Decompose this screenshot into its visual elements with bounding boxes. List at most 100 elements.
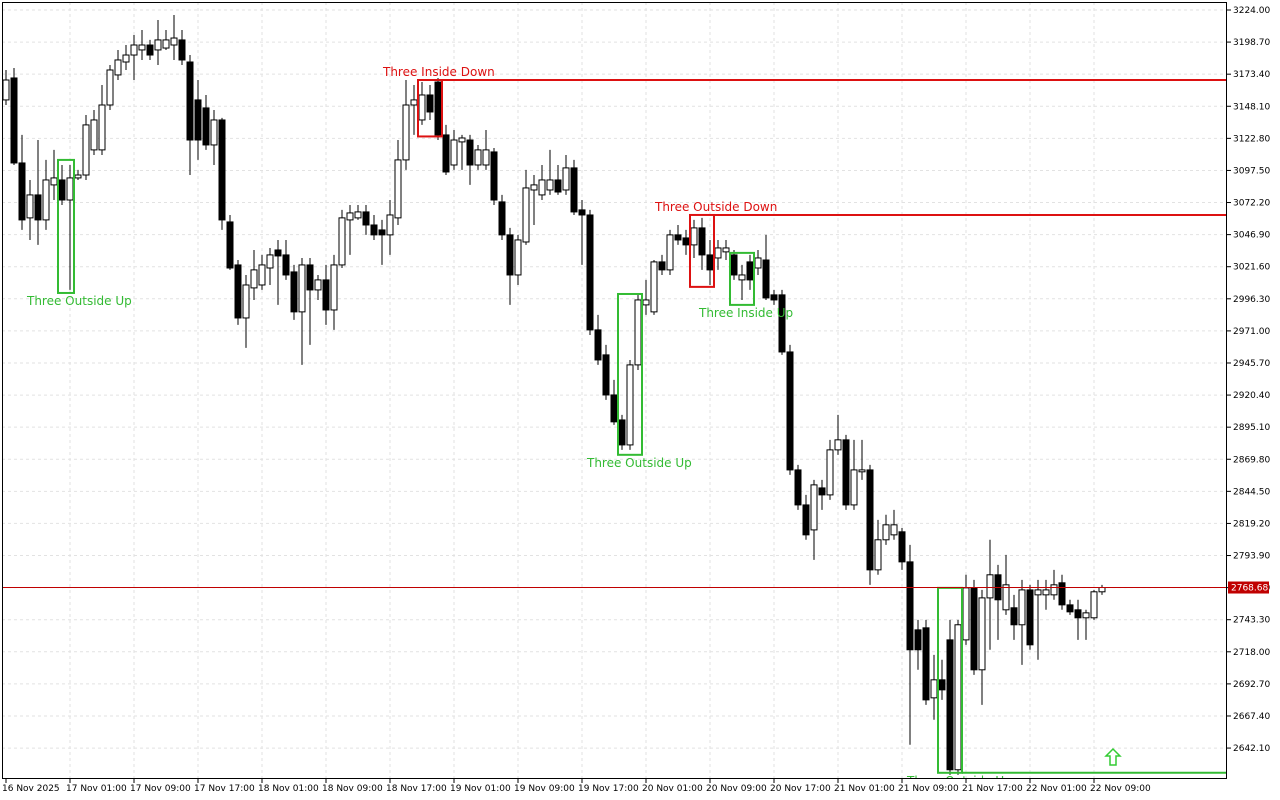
candle-body [682,237,690,246]
candle-body [626,364,634,446]
y-tick-label: 3198.70 [1233,38,1270,48]
candle-body [98,104,106,151]
y-tick-label: 3148.10 [1233,102,1270,112]
candle-body [1082,612,1090,619]
x-tick-label: 17 Nov 01:00 [66,784,127,794]
candle-body [906,561,914,651]
candle-body [514,239,522,276]
candle-body [938,679,946,691]
candle-body [258,264,266,286]
pattern-label: Three Inside Up [698,306,793,320]
candle-body [338,217,346,266]
candle-body [914,629,922,651]
candle-body [634,299,642,366]
candle-body [794,469,802,506]
candle-body [714,247,722,259]
candle-body [314,279,322,291]
y-tick-label: 2642.10 [1233,744,1270,754]
candle-body [146,44,154,56]
candle-body [658,261,666,271]
candle-body [746,261,754,281]
candle-body [266,254,274,269]
candle-body [986,574,994,599]
candle-body [562,167,570,191]
y-tick-label: 2895.10 [1233,423,1270,433]
candle-body [66,177,74,201]
candle-body [730,254,738,276]
y-tick-label: 2869.80 [1233,455,1270,465]
candle-body [1050,584,1058,596]
candle-body [2,79,10,101]
x-axis-band [0,779,1280,800]
pattern-box [689,213,715,288]
candle-body [842,439,850,506]
x-tick-label: 20 Nov 01:00 [642,784,703,794]
candle-body [162,39,170,49]
candle-body [226,221,234,269]
candle-body [474,149,482,166]
y-tick-label: 3021.60 [1233,263,1270,273]
candle-body [962,587,970,641]
candle-body [90,119,98,151]
pattern-label: Three Outside Down [654,200,777,214]
x-tick-label: 20 Nov 09:00 [706,784,767,794]
candle-body [762,259,770,299]
candle-body [1026,589,1034,646]
candle-body [370,224,378,236]
candle-body [618,419,626,446]
candle-body [554,179,562,193]
candle-body [498,201,506,236]
candle-body [290,271,298,313]
candle-body [218,119,226,221]
x-tick-label: 22 Nov 09:00 [1090,784,1151,794]
candle-body [282,254,290,276]
candle-body [1018,589,1026,626]
candle-body [114,59,122,76]
candle-body [434,81,442,136]
candle-body [1042,589,1050,596]
y-tick-label: 3224.00 [1233,6,1270,16]
candle-body [970,587,978,671]
candle-body [210,119,218,146]
candle-body [818,487,826,496]
candle-body [106,69,114,106]
x-tick-label: 16 Nov 2025 [2,784,60,794]
candle-body [386,214,394,236]
candle-body [82,124,90,176]
candle-body [394,159,402,219]
candle-body [274,249,282,257]
candle-body [426,94,434,113]
candle-body [1098,587,1106,593]
candle-body [674,234,682,241]
candle-body [354,211,362,219]
pattern-label: Three Inside Down [382,65,495,79]
candle-body [154,39,162,51]
candle-body [482,149,490,166]
candle-body [570,167,578,213]
candle-body [202,107,210,146]
y-tick-label: 3097.50 [1233,166,1270,176]
candle-body [298,264,306,313]
candle-body [1002,584,1010,611]
candle-body [738,274,746,281]
candle-body [1066,604,1074,613]
candle-body [722,247,730,253]
y-tick-label: 3173.40 [1233,70,1270,80]
candle-body [1058,582,1066,606]
x-tick-label: 19 Nov 09:00 [514,784,575,794]
candle-body [450,139,458,166]
pattern-box [729,251,755,306]
pattern-box [57,158,75,294]
y-tick-label: 2971.00 [1233,327,1270,337]
candle-body [858,469,866,473]
candle-body [786,351,794,471]
y-tick-label: 3122.80 [1233,134,1270,144]
candle-body [122,54,130,63]
candle-body [1090,591,1098,619]
x-tick-label: 19 Nov 01:00 [450,784,511,794]
candle-body [898,531,906,563]
candle-body [42,179,50,221]
candle-body [418,94,426,121]
candle-body [586,214,594,331]
